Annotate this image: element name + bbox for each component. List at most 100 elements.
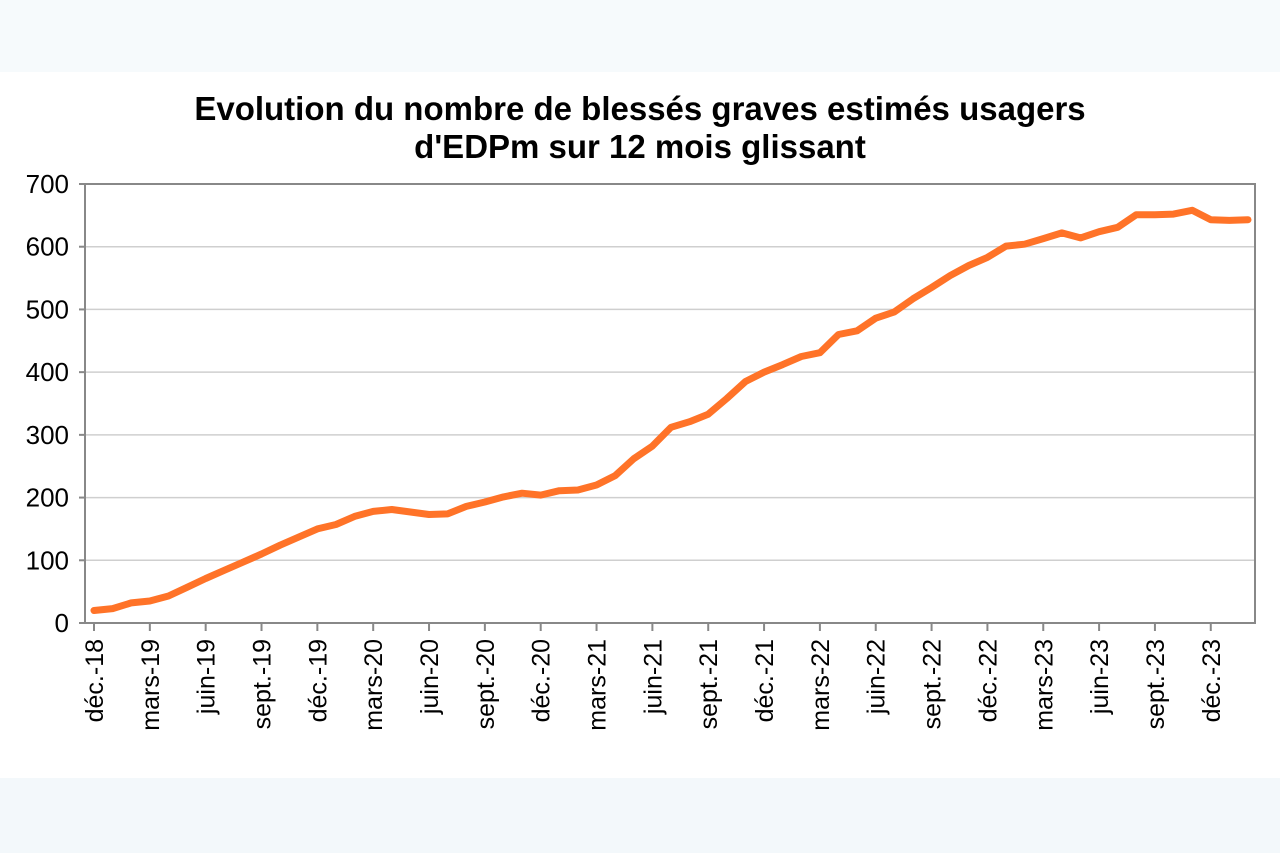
data-point bbox=[575, 488, 580, 493]
chart-title: Evolution du nombre de blessés graves es… bbox=[0, 90, 1280, 166]
data-point bbox=[1115, 225, 1120, 230]
x-tick-label: déc.-19 bbox=[304, 639, 332, 722]
data-point bbox=[464, 504, 469, 509]
data-point bbox=[966, 263, 971, 268]
x-axis: déc.-18 mars-19 juin-19 sept.-19 déc.-19 mars… bbox=[81, 623, 1226, 731]
data-point bbox=[948, 273, 953, 278]
x-tick-label: juin-22 bbox=[863, 639, 891, 715]
series-line bbox=[90, 206, 1252, 614]
data-point bbox=[389, 507, 394, 512]
data-point bbox=[315, 526, 320, 531]
y-tick-label: 700 bbox=[26, 169, 69, 199]
data-point bbox=[501, 494, 506, 499]
data-point bbox=[1004, 244, 1009, 249]
x-tick-label: mars-23 bbox=[1030, 639, 1058, 731]
data-point bbox=[92, 608, 96, 613]
data-point bbox=[1078, 235, 1083, 240]
x-tick-label: mars-22 bbox=[807, 639, 835, 731]
data-point bbox=[110, 606, 115, 611]
series-layer bbox=[90, 206, 1252, 614]
data-point bbox=[1041, 236, 1046, 241]
chart-title-line-1: Evolution du nombre de blessés graves es… bbox=[194, 90, 1086, 127]
data-point bbox=[352, 514, 357, 519]
data-point bbox=[1059, 230, 1064, 235]
data-point bbox=[780, 362, 785, 367]
x-tick-label: mars-20 bbox=[360, 639, 388, 731]
data-point bbox=[1246, 217, 1250, 222]
x-tick-label: sept.-20 bbox=[472, 639, 500, 729]
x-tick-label: juin-20 bbox=[416, 639, 444, 715]
data-point bbox=[333, 522, 338, 527]
y-tick-label: 100 bbox=[26, 545, 69, 575]
data-point bbox=[445, 511, 450, 516]
data-point bbox=[1022, 242, 1027, 247]
x-tick-label: déc.-20 bbox=[528, 639, 556, 722]
data-point bbox=[296, 535, 301, 540]
x-tick-label: sept.-23 bbox=[1142, 639, 1170, 729]
data-point bbox=[855, 328, 860, 333]
x-tick-label: juin-19 bbox=[193, 639, 221, 715]
x-tick-label: juin-23 bbox=[1086, 639, 1114, 715]
bottom-band bbox=[0, 778, 1280, 853]
data-point bbox=[1134, 212, 1139, 217]
x-tick-label: sept.-19 bbox=[249, 639, 277, 729]
data-point bbox=[557, 488, 562, 493]
data-point bbox=[1190, 208, 1195, 213]
data-point bbox=[650, 444, 655, 449]
data-point bbox=[259, 552, 264, 557]
data-point bbox=[371, 509, 376, 514]
data-point bbox=[203, 576, 208, 581]
data-point bbox=[873, 316, 878, 321]
x-tick-label: déc.-22 bbox=[974, 639, 1002, 722]
x-tick-label: sept.-22 bbox=[919, 639, 947, 729]
x-tick-label: déc.-18 bbox=[81, 639, 109, 722]
data-point bbox=[929, 285, 934, 290]
data-point bbox=[1097, 229, 1102, 234]
data-point bbox=[910, 296, 915, 301]
data-point bbox=[147, 599, 152, 604]
data-point bbox=[240, 560, 245, 565]
y-tick-label: 500 bbox=[26, 294, 69, 324]
y-tick-label: 300 bbox=[26, 420, 69, 450]
data-point bbox=[408, 509, 413, 514]
data-point bbox=[427, 512, 432, 517]
data-point bbox=[706, 412, 711, 417]
data-point bbox=[129, 600, 134, 605]
x-tick-label: mars-19 bbox=[137, 639, 165, 731]
data-point bbox=[185, 585, 190, 590]
data-point bbox=[743, 379, 748, 384]
data-point bbox=[482, 499, 487, 504]
data-point bbox=[669, 425, 673, 430]
data-point bbox=[538, 493, 543, 498]
x-tick-label: mars-21 bbox=[584, 639, 612, 731]
data-point bbox=[817, 350, 822, 355]
data-point bbox=[594, 483, 599, 488]
data-point bbox=[762, 370, 767, 375]
chart-card bbox=[0, 72, 1280, 778]
plot-frame bbox=[84, 183, 1256, 624]
x-tick-label: juin-21 bbox=[639, 639, 667, 715]
data-point bbox=[799, 354, 804, 359]
data-point bbox=[222, 568, 227, 573]
chart-title-line-2: d'EDPm sur 12 mois glissant bbox=[414, 128, 866, 165]
data-point bbox=[687, 419, 692, 424]
y-tick-label: 0 bbox=[55, 608, 69, 638]
data-point bbox=[1208, 217, 1213, 222]
data-point bbox=[631, 456, 636, 461]
data-point bbox=[520, 491, 525, 496]
y-tick-label: 400 bbox=[26, 357, 69, 387]
y-tick-label: 600 bbox=[26, 232, 69, 262]
data-point bbox=[892, 309, 897, 314]
x-tick-label: déc.-21 bbox=[751, 639, 779, 722]
data-point bbox=[1171, 212, 1176, 217]
grid bbox=[85, 245, 1255, 562]
data-point bbox=[613, 473, 618, 478]
data-point bbox=[985, 255, 990, 260]
data-point bbox=[1152, 212, 1157, 217]
data-point bbox=[1227, 218, 1232, 223]
data-point bbox=[836, 332, 841, 337]
y-axis: 0 100 200 300 400 500 600 700 bbox=[26, 169, 85, 638]
data-point bbox=[166, 594, 171, 599]
x-tick-label: sept.-21 bbox=[695, 639, 723, 729]
